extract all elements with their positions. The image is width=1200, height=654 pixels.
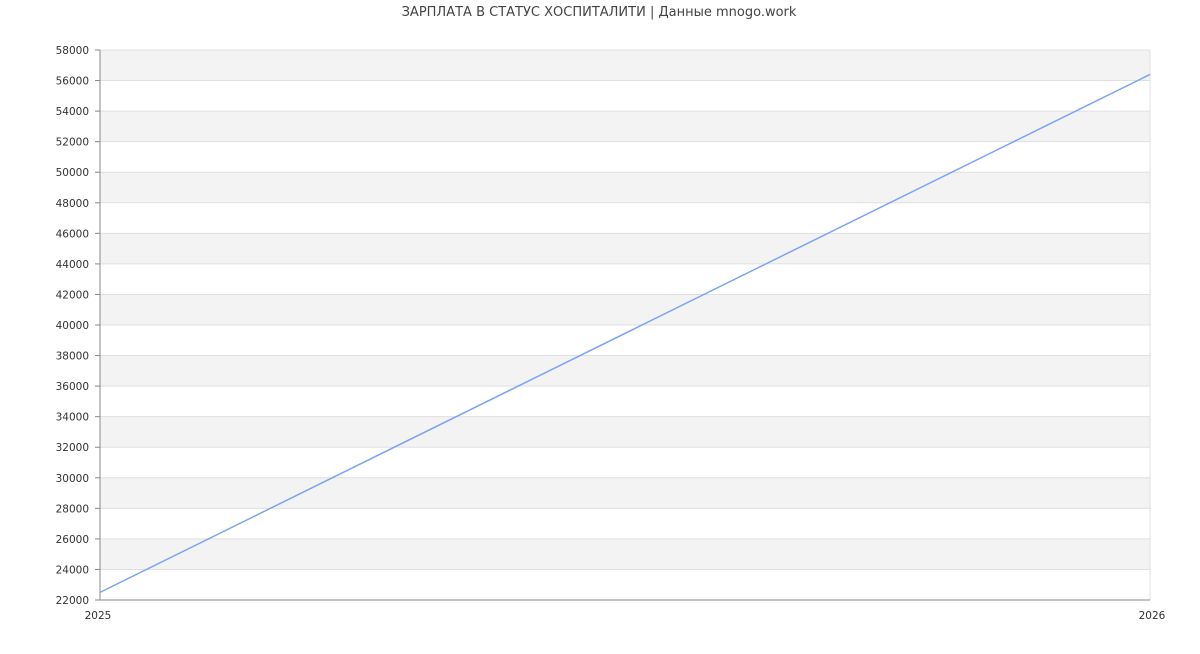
- x-tick-label: 2026: [1139, 610, 1166, 622]
- y-tick-label: 28000: [56, 503, 89, 515]
- series-line: [99, 73, 1151, 594]
- background-band: [100, 50, 1150, 81]
- background-band: [100, 508, 1150, 539]
- y-tick-label: 24000: [56, 564, 89, 576]
- y-tick-label: 30000: [56, 473, 89, 485]
- background-band: [100, 263, 1150, 295]
- y-tick-label: 54000: [56, 106, 89, 118]
- background-band: [100, 80, 1150, 112]
- y-tick-label: 42000: [56, 289, 89, 301]
- background-band: [100, 538, 1150, 570]
- background-band: [100, 233, 1150, 264]
- background-band: [100, 355, 1150, 387]
- background-band: [100, 141, 1150, 173]
- y-tick-label: 22000: [56, 595, 89, 607]
- background-band: [100, 202, 1150, 234]
- y-tick-label: 26000: [56, 534, 89, 546]
- background-band: [100, 386, 1150, 417]
- y-tick-label: 58000: [56, 45, 89, 57]
- y-tick-label: 44000: [56, 259, 89, 271]
- background-band: [100, 325, 1150, 356]
- gridlines: [100, 49, 1151, 601]
- background-band: [100, 477, 1150, 509]
- y-tick-label: 50000: [56, 167, 89, 179]
- background-band: [100, 294, 1150, 325]
- y-tick-label: 38000: [56, 351, 89, 363]
- background-band: [100, 447, 1150, 478]
- x-tick-label: 2025: [85, 610, 112, 622]
- chart-title: ЗАРПЛАТА В СТАТУС ХОСПИТАЛИТИ | Данные m…: [402, 5, 797, 20]
- y-tick-label: 32000: [56, 442, 89, 454]
- y-tick-label: 48000: [56, 198, 89, 210]
- series-group: [99, 73, 1151, 594]
- background-band: [100, 172, 1150, 203]
- x-axis-ticks: 2025 2026: [85, 610, 1166, 622]
- y-tick-label: 40000: [56, 320, 89, 332]
- background-bands: [100, 50, 1150, 600]
- background-band: [100, 569, 1150, 600]
- y-axis-ticks: 22000 24000 26000 28000 30000 32000 34000 36000…: [56, 45, 100, 607]
- background-band: [100, 111, 1150, 142]
- y-tick-label: 46000: [56, 228, 89, 240]
- y-tick-label: 34000: [56, 412, 89, 424]
- y-tick-label: 36000: [56, 381, 89, 393]
- background-band: [100, 416, 1150, 448]
- y-tick-label: 52000: [56, 137, 89, 149]
- y-tick-label: 56000: [56, 76, 89, 88]
